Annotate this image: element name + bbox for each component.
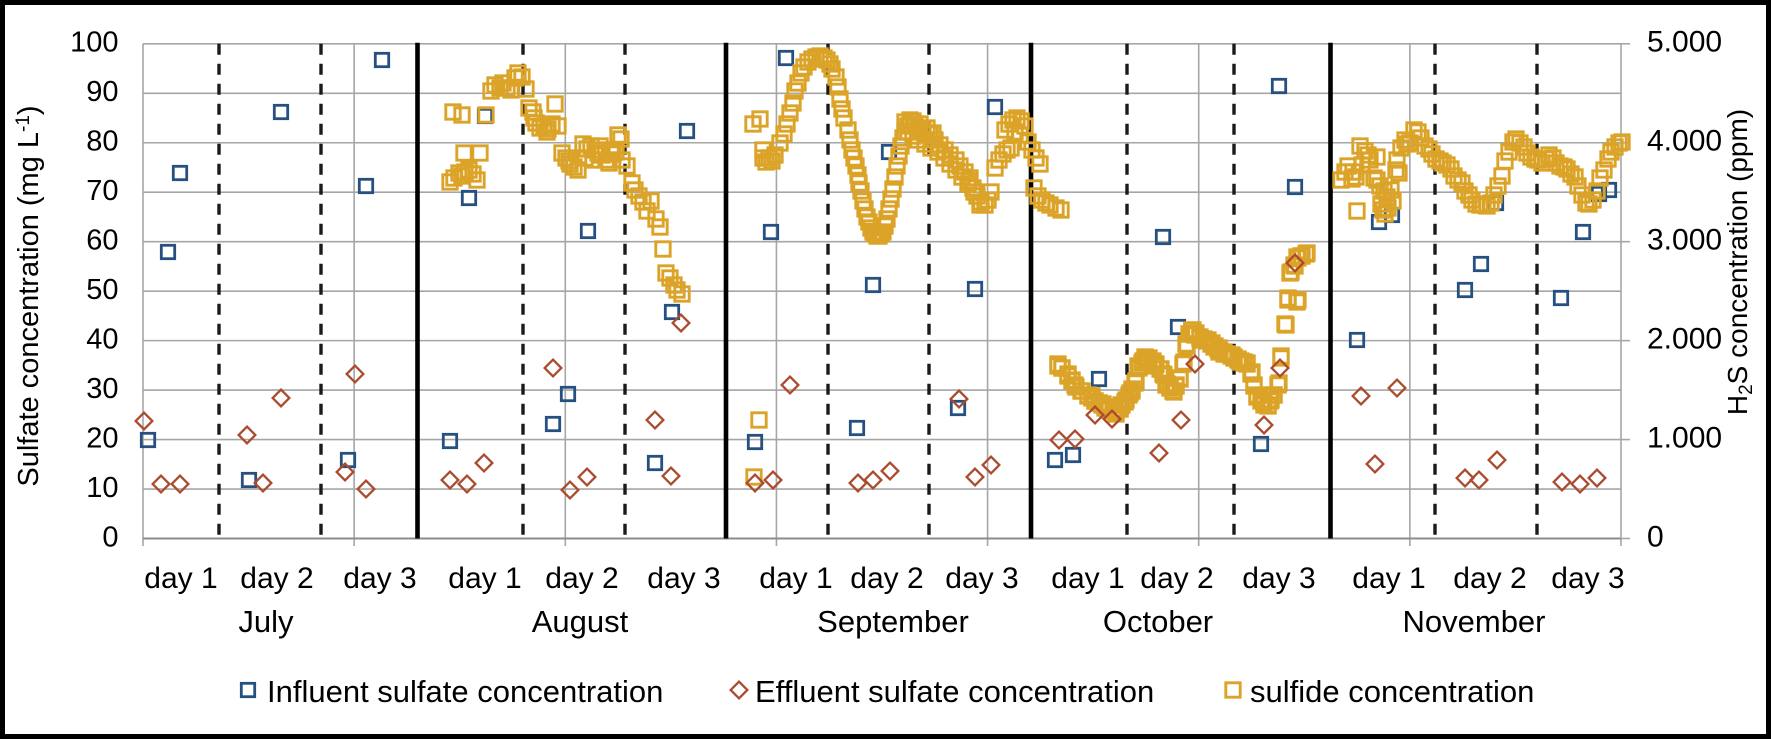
svg-text:80: 80 <box>86 126 118 158</box>
svg-text:0: 0 <box>102 521 118 553</box>
svg-text:day 1: day 1 <box>1051 562 1124 595</box>
svg-text:July: July <box>238 604 294 639</box>
svg-text:90: 90 <box>86 76 118 108</box>
svg-text:day 1: day 1 <box>1352 562 1425 595</box>
svg-text:Influent sulfate concentration: Influent sulfate concentration <box>267 674 663 709</box>
svg-text:November: November <box>1403 604 1546 639</box>
svg-text:1.000: 1.000 <box>1647 421 1722 454</box>
svg-text:August: August <box>532 604 629 639</box>
svg-text:60: 60 <box>86 225 118 257</box>
svg-text:day 2: day 2 <box>850 562 923 595</box>
svg-text:0: 0 <box>1647 520 1664 553</box>
svg-text:sulfide concentration: sulfide concentration <box>1250 674 1534 709</box>
svg-text:day 1: day 1 <box>144 562 217 595</box>
svg-text:20: 20 <box>86 422 118 454</box>
svg-text:30: 30 <box>86 373 118 405</box>
svg-text:50: 50 <box>86 274 118 306</box>
svg-text:3.000: 3.000 <box>1647 224 1722 257</box>
svg-text:2.000: 2.000 <box>1647 322 1722 355</box>
svg-text:day 1: day 1 <box>448 562 521 595</box>
svg-text:10: 10 <box>86 472 118 504</box>
svg-text:day 3: day 3 <box>1551 562 1624 595</box>
svg-text:day 1: day 1 <box>759 562 832 595</box>
svg-text:Effluent sulfate concentration: Effluent sulfate concentration <box>755 674 1154 709</box>
svg-text:Sulfate concentration (mg L-1): Sulfate concentration (mg L-1) <box>13 105 45 486</box>
svg-text:day 2: day 2 <box>545 562 618 595</box>
svg-text:5.000: 5.000 <box>1647 26 1722 59</box>
svg-text:100: 100 <box>70 27 118 59</box>
svg-text:day 3: day 3 <box>647 562 720 595</box>
svg-text:day 2: day 2 <box>240 562 313 595</box>
svg-text:40: 40 <box>86 323 118 355</box>
svg-text:day 2: day 2 <box>1140 562 1213 595</box>
svg-text:H2S concentration (ppm): H2S concentration (ppm) <box>1722 109 1757 415</box>
svg-text:day 3: day 3 <box>945 562 1018 595</box>
svg-text:day 3: day 3 <box>343 562 416 595</box>
svg-text:day 3: day 3 <box>1242 562 1315 595</box>
svg-text:70: 70 <box>86 175 118 207</box>
svg-text:September: September <box>817 604 969 639</box>
svg-text:October: October <box>1103 604 1213 639</box>
svg-text:4.000: 4.000 <box>1647 125 1722 158</box>
svg-text:day 2: day 2 <box>1453 562 1526 595</box>
